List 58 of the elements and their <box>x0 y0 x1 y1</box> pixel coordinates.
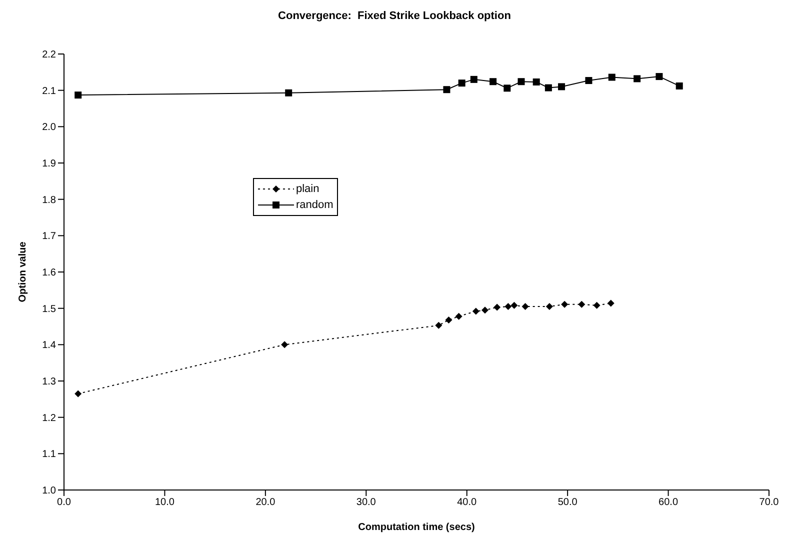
point <box>656 73 663 80</box>
point <box>593 302 600 309</box>
point <box>532 78 540 86</box>
y-tick-label: 1.2 <box>42 412 56 424</box>
point <box>443 86 450 94</box>
point <box>494 304 501 311</box>
point <box>634 75 641 82</box>
y-tick-label: 1.0 <box>42 486 56 497</box>
y-tick-label: 1.5 <box>42 304 56 315</box>
point <box>74 92 82 99</box>
legend-label: random <box>296 199 334 211</box>
point <box>481 306 488 314</box>
x-tick-label: 30.0 <box>356 497 376 508</box>
point <box>504 84 511 92</box>
y-tick-label: 1.4 <box>42 340 56 352</box>
point <box>546 303 553 310</box>
point <box>504 303 512 310</box>
point <box>676 82 683 90</box>
chart-title: Convergence: Fixed Strike Lookback option <box>277 10 512 22</box>
point <box>518 78 525 86</box>
point <box>490 78 497 86</box>
point <box>578 300 586 308</box>
x-tick-label: 0.0 <box>57 497 72 508</box>
point <box>585 77 592 84</box>
y-tick-label: 2.0 <box>42 122 56 134</box>
point <box>458 80 466 87</box>
point <box>558 83 566 90</box>
legend-label: plain <box>296 183 320 195</box>
point <box>510 302 518 309</box>
point <box>74 390 82 398</box>
point <box>472 308 480 315</box>
y-tick-label: 1.6 <box>42 268 56 279</box>
point <box>281 341 288 348</box>
x-axis-title: Computation time (secs) <box>358 522 475 533</box>
x-tick-label: 10.0 <box>154 497 175 508</box>
x-tick-label: 70.0 <box>759 497 780 508</box>
point <box>544 84 552 92</box>
x-tick-label: 40.0 <box>457 497 478 508</box>
point <box>435 322 442 329</box>
y-tick-label: 1.8 <box>42 194 56 206</box>
y-tick-label: 1.7 <box>42 231 56 242</box>
point <box>455 312 462 320</box>
point <box>285 89 292 96</box>
x-tick-label: 50.0 <box>558 497 578 508</box>
y-axis-title: Option value <box>18 241 29 302</box>
point <box>522 303 529 310</box>
y-tick-label: 1.3 <box>42 376 56 388</box>
point <box>608 74 616 81</box>
point <box>470 76 478 83</box>
point <box>561 300 568 308</box>
point <box>607 300 614 307</box>
y-tick-label: 1.1 <box>42 449 56 460</box>
y-tick-label: 2.2 <box>42 50 56 61</box>
point <box>445 316 452 324</box>
y-tick-label: 1.9 <box>42 158 56 170</box>
x-tick-label: 60.0 <box>658 497 678 508</box>
y-tick-label: 2.1 <box>42 86 56 97</box>
x-tick-label: 20.0 <box>256 497 276 508</box>
